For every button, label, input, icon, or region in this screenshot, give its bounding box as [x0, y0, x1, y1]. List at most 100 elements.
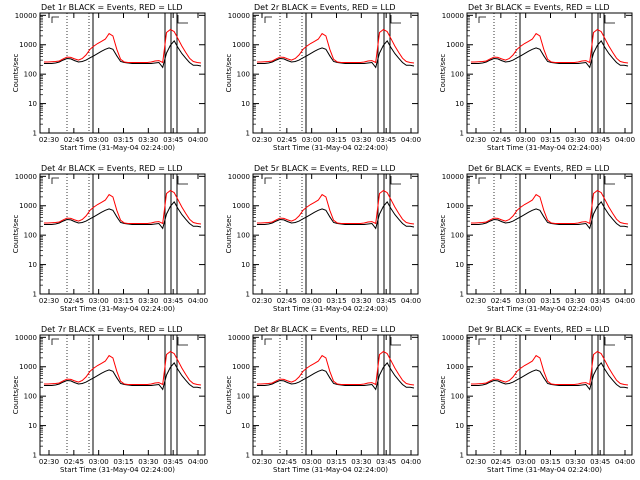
y-axis-label: Counts/sec [439, 215, 447, 254]
panel-8: Det 8r BLACK = Events, RED = LLD 1 10 100 10… [225, 325, 421, 474]
x-tick-label: 02:45 [64, 136, 84, 144]
x-tick-label: 04:00 [188, 297, 208, 305]
x-tick-label: 03:15 [326, 136, 346, 144]
x-tick-label: 03:15 [113, 297, 133, 305]
x-tick-label: 03:00 [302, 297, 322, 305]
plot-frame [466, 334, 633, 456]
y-tick-label: 100 [24, 393, 37, 401]
x-tick-label: 02:30 [39, 136, 59, 144]
interval-bracket [390, 15, 401, 24]
y-tick-label: 1 [33, 452, 37, 460]
series-line-lld [257, 189, 415, 225]
panel-title: Det 1r BLACK = Events, RED = LLD [41, 3, 183, 12]
y-axis-label: Counts/sec [225, 54, 233, 93]
x-tick-label: 04:00 [615, 136, 635, 144]
x-tick-label: 03:45 [590, 297, 610, 305]
plot-frame [39, 173, 206, 295]
x-axis-label: Start Time (31-May-04 02:24:00) [273, 466, 388, 474]
y-axis-label: Counts/sec [439, 376, 447, 415]
x-tick-label: 04:00 [615, 297, 635, 305]
y-tick-label: 10 [241, 422, 250, 430]
x-tick-label: 03:30 [138, 136, 158, 144]
y-tick-label: 1 [460, 452, 464, 460]
interval-bracket [264, 16, 272, 23]
x-tick-label: 03:45 [163, 458, 183, 466]
interval-bracket [51, 338, 59, 345]
x-tick-label: 03:45 [590, 458, 610, 466]
x-tick-label: 02:30 [466, 136, 486, 144]
y-tick-label: 10000 [228, 334, 250, 342]
series-line-events [44, 362, 202, 391]
y-tick-label: 10 [455, 422, 464, 430]
series-line-lld [471, 350, 629, 386]
x-axis-label: Start Time (31-May-04 02:24:00) [60, 144, 175, 152]
x-tick-label: 03:00 [89, 136, 109, 144]
x-tick-label: 03:15 [326, 297, 346, 305]
series-line-events [257, 201, 415, 230]
y-tick-label: 1000 [446, 41, 464, 49]
series-line-lld [44, 28, 202, 64]
series-line-lld [257, 350, 415, 386]
y-tick-label: 10000 [228, 12, 250, 20]
y-tick-label: 100 [237, 232, 250, 240]
x-tick-label: 02:30 [252, 297, 272, 305]
interval-bracket [390, 337, 401, 346]
y-tick-label: 100 [24, 232, 37, 240]
y-tick-label: 10000 [228, 173, 250, 181]
panel-title: Det 7r BLACK = Events, RED = LLD [41, 325, 183, 334]
panel-3: Det 3r BLACK = Events, RED = LLD 1 10 100 10… [439, 3, 635, 152]
x-tick-label: 02:45 [277, 297, 297, 305]
x-tick-label: 03:15 [540, 297, 560, 305]
x-tick-label: 03:00 [516, 458, 536, 466]
y-tick-label: 100 [451, 393, 464, 401]
y-tick-label: 1000 [19, 363, 37, 371]
interval-bracket [177, 176, 188, 185]
y-tick-label: 1 [246, 452, 250, 460]
interval-bracket [604, 176, 615, 185]
y-tick-label: 1000 [232, 202, 250, 210]
panel-5: Det 5r BLACK = Events, RED = LLD 1 10 100 10… [225, 164, 421, 313]
y-tick-label: 10000 [15, 173, 37, 181]
interval-bracket [478, 16, 486, 23]
x-tick-label: 03:15 [113, 458, 133, 466]
interval-bracket [390, 176, 401, 185]
series-line-lld [257, 28, 415, 64]
y-tick-label: 10 [455, 100, 464, 108]
interval-bracket [51, 16, 59, 23]
series-line-events [257, 40, 415, 69]
interval-bracket [264, 338, 272, 345]
y-tick-label: 10 [241, 261, 250, 269]
x-axis-label: Start Time (31-May-04 02:24:00) [487, 305, 602, 313]
series-line-events [44, 201, 202, 230]
x-tick-label: 02:45 [64, 297, 84, 305]
x-tick-label: 03:30 [351, 136, 371, 144]
x-axis-label: Start Time (31-May-04 02:24:00) [273, 305, 388, 313]
series-line-lld [471, 28, 629, 64]
x-tick-label: 04:00 [401, 297, 421, 305]
series-line-lld [44, 350, 202, 386]
x-tick-label: 03:30 [565, 136, 585, 144]
y-tick-label: 10 [28, 422, 37, 430]
panel-9: Det 9r BLACK = Events, RED = LLD 1 10 100 10… [439, 325, 635, 474]
x-tick-label: 03:15 [540, 458, 560, 466]
x-tick-label: 03:15 [113, 136, 133, 144]
y-axis-label: Counts/sec [12, 215, 20, 254]
y-tick-label: 10000 [442, 12, 464, 20]
series-line-events [471, 201, 629, 230]
x-tick-label: 02:30 [466, 458, 486, 466]
y-axis-label: Counts/sec [225, 376, 233, 415]
series-line-lld [471, 189, 629, 225]
x-tick-label: 04:00 [401, 458, 421, 466]
x-tick-label: 03:30 [138, 297, 158, 305]
x-tick-label: 03:30 [351, 297, 371, 305]
panel-1: Det 1r BLACK = Events, RED = LLD 1 10 100 10… [12, 3, 208, 152]
plot-frame [39, 334, 206, 456]
x-axis-label: Start Time (31-May-04 02:24:00) [487, 144, 602, 152]
y-tick-label: 1 [460, 291, 464, 299]
interval-bracket [604, 15, 615, 24]
x-tick-label: 04:00 [188, 136, 208, 144]
y-tick-label: 10000 [442, 173, 464, 181]
x-tick-label: 03:15 [540, 136, 560, 144]
x-tick-label: 02:45 [491, 458, 511, 466]
